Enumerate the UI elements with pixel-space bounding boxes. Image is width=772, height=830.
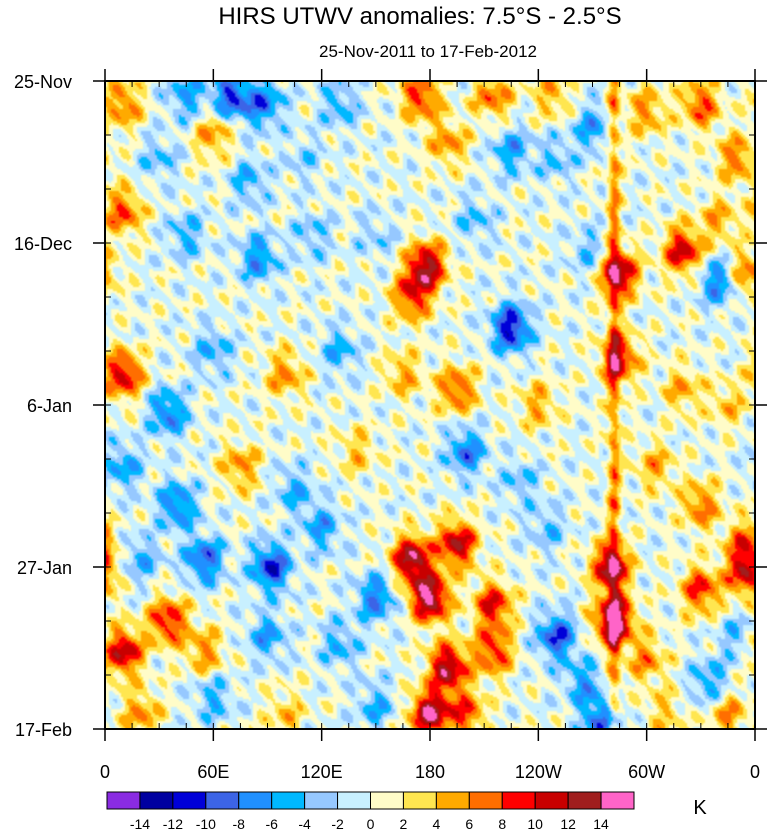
colorbar-swatch: [238, 791, 273, 810]
y-tick-label: 6-Jan: [27, 396, 72, 416]
colorbar-label: -8: [233, 816, 246, 830]
colorbar-swatch: [435, 791, 470, 810]
colorbar-swatch: [468, 791, 503, 810]
x-tick-label: 0: [750, 762, 760, 782]
colorbar-unit: K: [693, 797, 707, 819]
x-tick-label: 120E: [301, 762, 343, 782]
chart-subtitle: 25-Nov-2011 to 17-Feb-2012: [319, 42, 537, 61]
colorbar-label: 4: [432, 816, 440, 830]
colorbar-swatch: [567, 791, 602, 810]
plot-area: [104, 80, 756, 730]
colorbar-swatch: [600, 791, 635, 810]
colorbar-label: -6: [265, 816, 278, 830]
colorbar-label: 12: [560, 816, 576, 830]
y-tick-label: 27-Jan: [17, 558, 72, 578]
colorbar-label: 0: [367, 816, 375, 830]
colorbar-swatch: [172, 791, 207, 810]
colorbar-swatch: [337, 791, 371, 810]
x-tick-label: 0: [100, 762, 110, 782]
colorbar-swatch: [139, 791, 174, 810]
colorbar-swatch: [205, 791, 240, 810]
colorbar-swatch: [271, 791, 306, 810]
x-tick-label: 60W: [628, 762, 665, 782]
colorbar-label: -10: [196, 816, 216, 830]
colorbar: -14 -12 -10 -8 -6 -4 -2 0 2 4 6 8 10 12 14: [106, 791, 635, 830]
y-tick-label: 25-Nov: [14, 72, 72, 92]
colorbar-label: 6: [465, 816, 473, 830]
colorbar-swatch: [370, 791, 404, 810]
x-tick-label: 60E: [197, 762, 229, 782]
x-tick-label: 180: [415, 762, 445, 782]
colorbar-label: 14: [593, 816, 609, 830]
chart-title: HIRS UTWV anomalies: 7.5°S - 2.5°S: [218, 3, 621, 30]
colorbar-label: 10: [527, 816, 543, 830]
y-tick-label: 16-Dec: [14, 234, 72, 254]
colorbar-label: 2: [400, 816, 408, 830]
colorbar-label: -2: [331, 816, 344, 830]
colorbar-label: -4: [298, 816, 311, 830]
colorbar-swatch: [106, 791, 141, 810]
colorbar-label: -14: [130, 816, 150, 830]
colorbar-label: 8: [498, 816, 506, 830]
y-axis: 25-Nov 16-Dec 6-Jan 27-Jan 17-Feb: [14, 72, 767, 740]
heatmap-field: [105, 81, 755, 729]
colorbar-swatch: [501, 791, 536, 810]
colorbar-swatch: [402, 791, 437, 810]
colorbar-swatch: [534, 791, 569, 810]
colorbar-swatch: [304, 791, 339, 810]
x-tick-label: 120W: [515, 762, 562, 782]
x-axis: 0 60E 120E 180 120W 60W 0: [100, 69, 760, 782]
colorbar-label: -12: [163, 816, 183, 830]
y-tick-label: 17-Feb: [15, 720, 72, 740]
